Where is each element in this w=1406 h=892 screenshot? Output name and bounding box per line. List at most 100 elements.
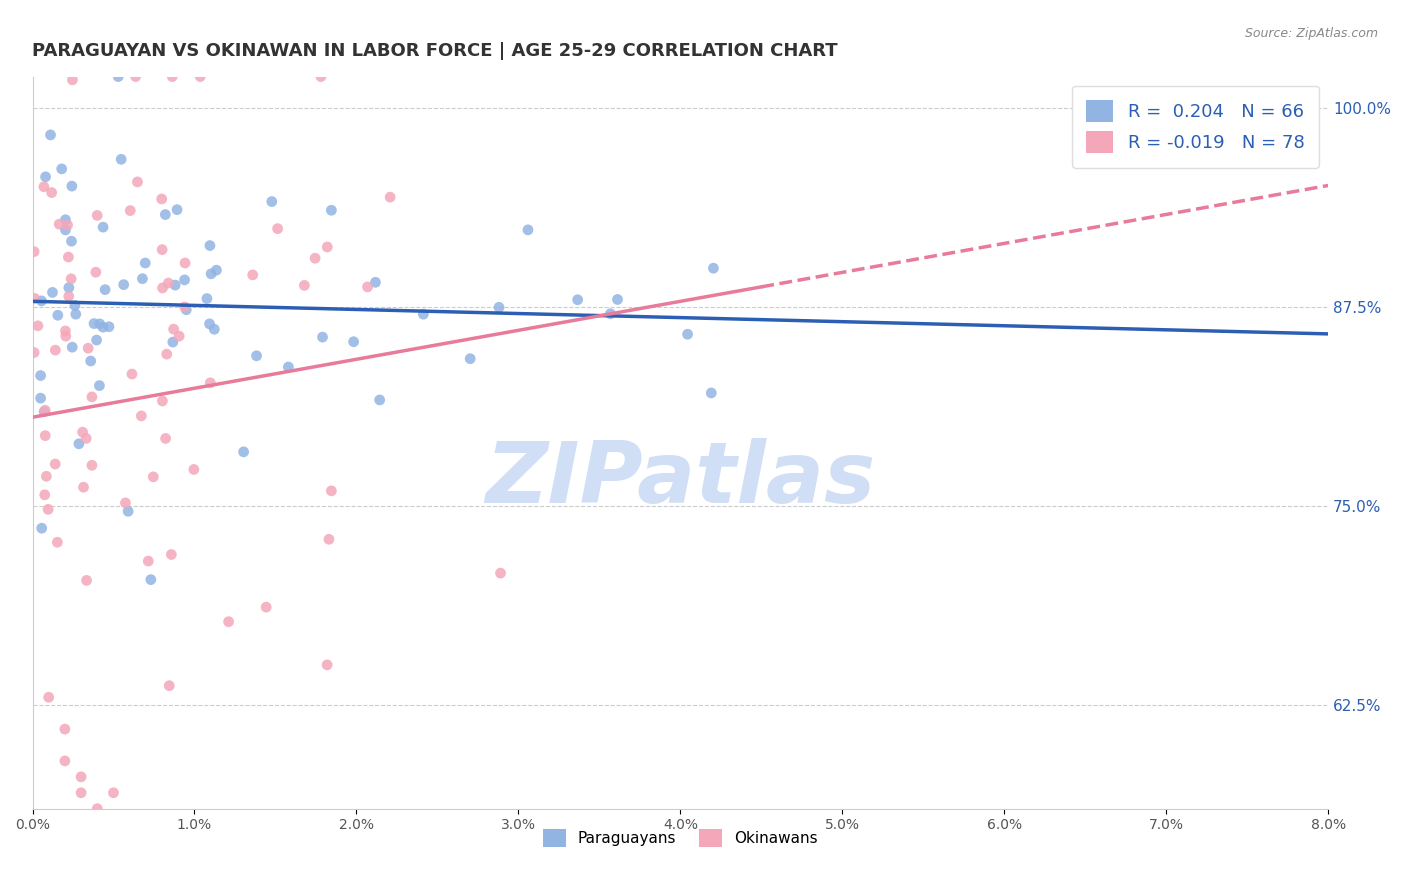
Point	[35, 469, 58, 483]
Point	[356, 280, 378, 294]
Point	[103, 786, 125, 800]
Point	[606, 293, 628, 307]
Point	[48, 217, 70, 231]
Point	[84, 265, 107, 279]
Point	[41, 285, 63, 300]
Point	[56, 218, 79, 232]
Point	[46, 308, 69, 322]
Point	[80, 458, 103, 473]
Point	[72, 480, 94, 494]
Point	[343, 334, 366, 349]
Point	[162, 334, 184, 349]
Point	[121, 367, 143, 381]
Point	[89, 378, 111, 392]
Point	[112, 277, 135, 292]
Point	[60, 272, 83, 286]
Point	[60, 179, 83, 194]
Point	[94, 283, 117, 297]
Point	[72, 425, 94, 439]
Point	[32, 404, 55, 418]
Point	[321, 483, 343, 498]
Point	[318, 533, 340, 547]
Point	[34, 428, 56, 442]
Point	[311, 330, 333, 344]
Point	[60, 340, 83, 354]
Point	[156, 347, 179, 361]
Point	[165, 278, 187, 293]
Point	[202, 322, 225, 336]
Point	[31, 293, 53, 308]
Point	[58, 280, 80, 294]
Point	[107, 70, 129, 84]
Point	[489, 566, 512, 581]
Point	[120, 203, 142, 218]
Point	[77, 341, 100, 355]
Point	[316, 657, 339, 672]
Text: Source: ZipAtlas.com: Source: ZipAtlas.com	[1244, 27, 1378, 40]
Point	[218, 615, 240, 629]
Point	[266, 221, 288, 235]
Point	[30, 391, 52, 405]
Point	[46, 535, 69, 549]
Point	[127, 175, 149, 189]
Point	[41, 186, 63, 200]
Legend: R =  0.204   N = 66, R = -0.019   N = 78: R = 0.204 N = 66, R = -0.019 N = 78	[1071, 86, 1319, 168]
Point	[70, 770, 93, 784]
Point	[44, 457, 66, 471]
Point	[188, 70, 211, 84]
Point	[117, 504, 139, 518]
Point	[292, 278, 315, 293]
Point	[162, 70, 184, 84]
Point	[124, 70, 146, 84]
Point	[39, 128, 62, 142]
Point	[134, 256, 156, 270]
Point	[245, 349, 267, 363]
Point	[62, 73, 84, 87]
Point	[63, 298, 86, 312]
Point	[98, 319, 121, 334]
Point	[378, 190, 401, 204]
Point	[304, 251, 326, 265]
Point	[55, 324, 77, 338]
Point	[183, 462, 205, 476]
Point	[44, 343, 66, 358]
Point	[162, 322, 184, 336]
Point	[198, 238, 221, 252]
Point	[676, 327, 699, 342]
Point	[702, 261, 724, 276]
Point	[60, 234, 83, 248]
Point	[150, 243, 173, 257]
Point	[86, 817, 108, 831]
Point	[24, 292, 46, 306]
Point	[76, 574, 98, 588]
Point	[412, 307, 434, 321]
Point	[139, 573, 162, 587]
Point	[37, 502, 59, 516]
Point	[55, 212, 77, 227]
Point	[277, 359, 299, 374]
Point	[567, 293, 589, 307]
Point	[91, 320, 114, 334]
Point	[34, 488, 56, 502]
Point	[321, 203, 343, 218]
Point	[458, 351, 481, 366]
Point	[316, 240, 339, 254]
Point	[309, 70, 332, 84]
Point	[198, 317, 221, 331]
Point	[31, 521, 53, 535]
Point	[160, 548, 183, 562]
Point	[152, 281, 174, 295]
Point	[34, 169, 56, 184]
Point	[55, 223, 77, 237]
Point	[174, 302, 197, 317]
Point	[200, 376, 222, 390]
Text: ZIPatlas: ZIPatlas	[485, 438, 876, 521]
Point	[173, 273, 195, 287]
Point	[30, 368, 52, 383]
Point	[368, 392, 391, 407]
Point	[53, 722, 76, 736]
Point	[157, 276, 180, 290]
Point	[167, 329, 190, 343]
Point	[34, 403, 56, 417]
Point	[157, 679, 180, 693]
